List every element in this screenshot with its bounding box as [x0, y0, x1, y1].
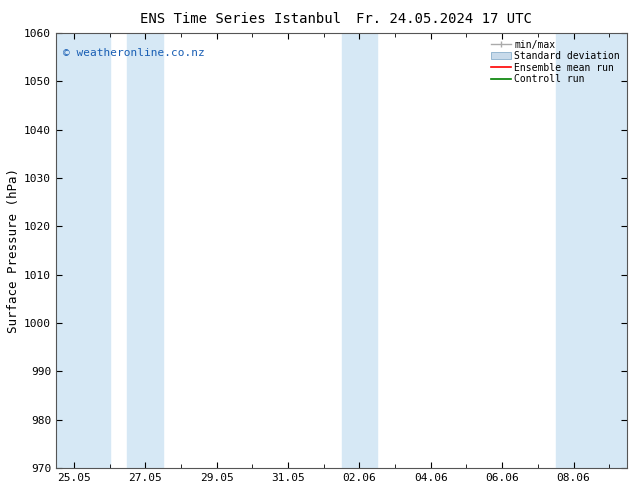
- Text: ENS Time Series Istanbul: ENS Time Series Istanbul: [140, 12, 342, 26]
- Y-axis label: Surface Pressure (hPa): Surface Pressure (hPa): [7, 168, 20, 333]
- Bar: [555, 33, 627, 468]
- Text: Fr. 24.05.2024 17 UTC: Fr. 24.05.2024 17 UTC: [356, 12, 532, 26]
- Legend: min/max, Standard deviation, Ensemble mean run, Controll run: min/max, Standard deviation, Ensemble me…: [488, 36, 624, 88]
- Bar: [127, 33, 163, 468]
- Bar: [342, 33, 377, 468]
- Text: © weatheronline.co.nz: © weatheronline.co.nz: [63, 48, 205, 58]
- Bar: [56, 33, 110, 468]
